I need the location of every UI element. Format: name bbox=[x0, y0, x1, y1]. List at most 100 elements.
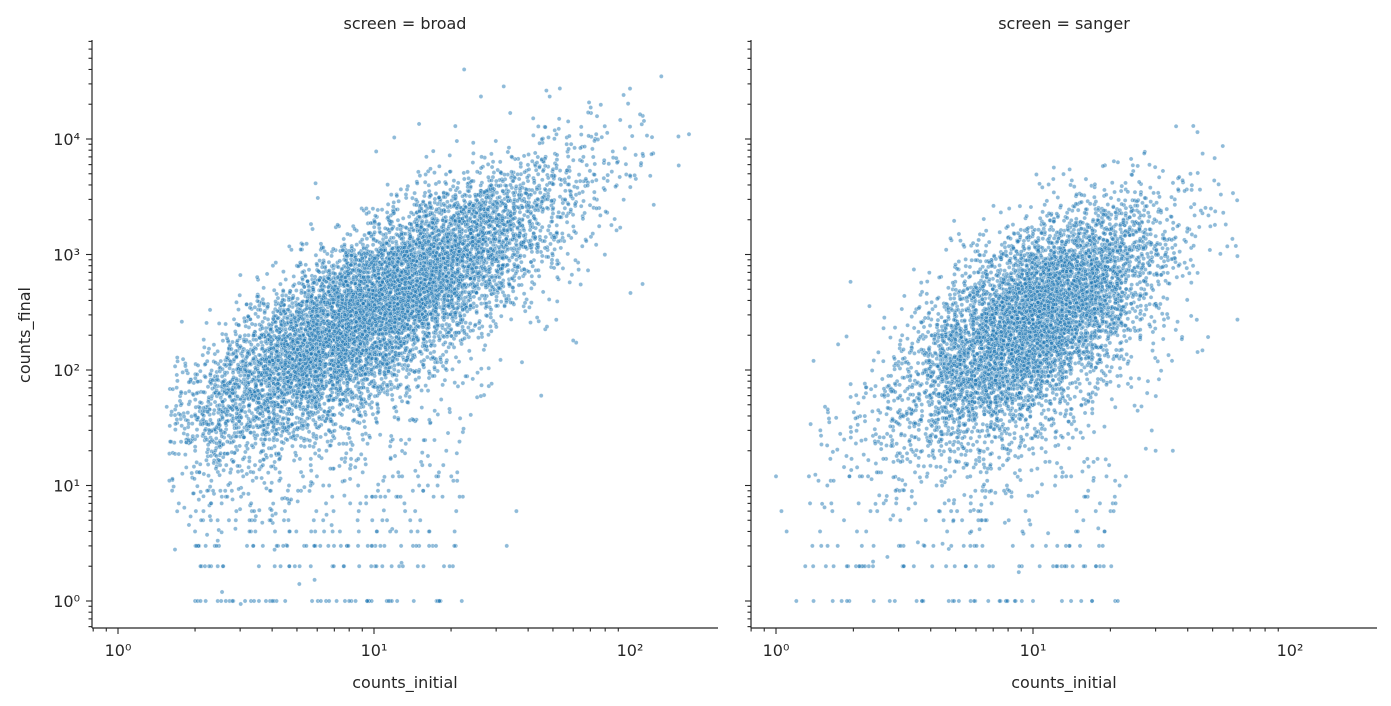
data-point bbox=[621, 92, 626, 98]
data-point bbox=[341, 236, 346, 242]
panel-broad: screen = broad 10⁰ 10¹ 10² 10⁰10¹10²10³10⁴… bbox=[15, 14, 718, 693]
data-point bbox=[594, 113, 600, 119]
data-point bbox=[440, 322, 445, 328]
data-point bbox=[591, 196, 597, 201]
data-point bbox=[609, 169, 615, 174]
data-point bbox=[278, 408, 283, 414]
data-point bbox=[432, 170, 437, 175]
data-point bbox=[308, 221, 314, 227]
data-point bbox=[443, 172, 449, 177]
data-point bbox=[452, 380, 457, 385]
data-point bbox=[427, 303, 433, 309]
data-point bbox=[314, 261, 319, 267]
data-point bbox=[195, 363, 201, 368]
data-point bbox=[639, 122, 645, 127]
data-point bbox=[175, 355, 180, 360]
data-point bbox=[298, 469, 304, 475]
data-point bbox=[272, 547, 277, 552]
data-point bbox=[432, 437, 437, 443]
data-point bbox=[455, 384, 461, 389]
data-point bbox=[342, 288, 347, 294]
data-point bbox=[403, 192, 409, 197]
data-point bbox=[285, 488, 291, 493]
data-point bbox=[330, 412, 335, 418]
data-point bbox=[438, 397, 444, 402]
data-point bbox=[285, 496, 290, 502]
data-point bbox=[454, 138, 460, 144]
data-point bbox=[482, 343, 488, 348]
data-point bbox=[320, 413, 326, 419]
data-point bbox=[360, 437, 366, 442]
data-point bbox=[556, 116, 562, 122]
data-point bbox=[290, 443, 295, 449]
data-point bbox=[308, 468, 314, 473]
data-point bbox=[470, 376, 475, 382]
data-point bbox=[318, 434, 323, 440]
data-point bbox=[317, 402, 322, 408]
data-point bbox=[543, 124, 548, 130]
data-point bbox=[593, 242, 599, 247]
panel-title: screen = broad bbox=[344, 14, 467, 33]
data-point bbox=[592, 138, 597, 144]
data-point bbox=[488, 307, 494, 312]
data-point bbox=[231, 317, 237, 322]
data-point bbox=[392, 367, 397, 372]
data-point bbox=[404, 187, 410, 192]
data-point bbox=[535, 171, 541, 177]
data-point bbox=[535, 154, 541, 160]
data-point bbox=[312, 451, 318, 456]
data-point bbox=[497, 159, 503, 165]
data-point bbox=[237, 506, 243, 512]
data-point bbox=[488, 324, 493, 329]
data-point bbox=[443, 360, 449, 365]
data-point bbox=[588, 105, 593, 110]
data-point bbox=[519, 360, 525, 365]
data-point bbox=[552, 128, 557, 133]
data-point bbox=[205, 462, 211, 467]
data-point bbox=[614, 228, 619, 233]
data-point bbox=[489, 151, 494, 157]
data-point bbox=[188, 514, 193, 519]
data-point bbox=[580, 216, 586, 222]
data-point bbox=[447, 153, 452, 158]
data-point bbox=[389, 192, 394, 197]
data-point bbox=[303, 262, 308, 268]
data-point bbox=[612, 216, 617, 222]
data-point bbox=[291, 274, 296, 279]
data-point bbox=[229, 449, 235, 455]
data-point bbox=[445, 199, 450, 205]
data-point bbox=[529, 273, 535, 279]
data-point bbox=[530, 263, 535, 269]
data-point bbox=[598, 102, 604, 108]
data-point bbox=[406, 214, 412, 219]
data-point bbox=[207, 307, 213, 313]
data-point bbox=[183, 363, 188, 369]
data-point bbox=[216, 321, 222, 326]
data-point bbox=[316, 447, 322, 453]
data-point bbox=[479, 383, 484, 388]
data-point bbox=[497, 194, 502, 200]
data-point bbox=[234, 300, 239, 305]
data-point bbox=[486, 175, 491, 180]
data-point bbox=[506, 145, 512, 150]
data-point bbox=[505, 149, 511, 155]
data-point bbox=[583, 176, 589, 182]
data-point bbox=[427, 189, 432, 194]
data-point bbox=[572, 201, 578, 207]
data-point bbox=[622, 146, 628, 151]
data-point bbox=[194, 427, 200, 432]
data-point bbox=[479, 282, 485, 287]
data-point bbox=[261, 285, 266, 291]
data-point bbox=[529, 300, 534, 305]
data-point bbox=[335, 222, 340, 228]
data-point bbox=[356, 380, 361, 385]
data-point bbox=[515, 198, 520, 204]
data-point bbox=[566, 175, 572, 180]
data-point bbox=[543, 234, 548, 240]
data-point bbox=[649, 151, 654, 157]
data-point bbox=[201, 494, 206, 499]
data-point bbox=[278, 281, 283, 287]
data-point bbox=[676, 134, 681, 139]
data-point bbox=[260, 319, 265, 325]
data-point bbox=[204, 320, 209, 326]
